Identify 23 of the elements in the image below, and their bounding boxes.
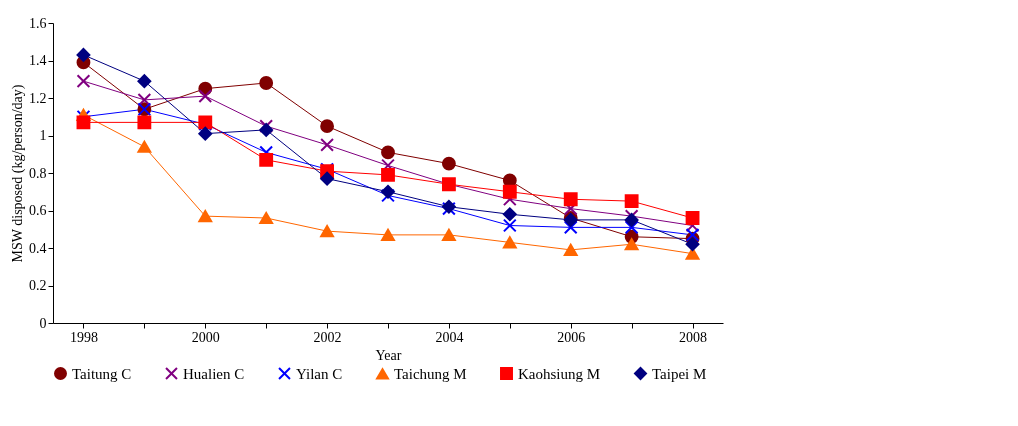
legend-label: Taichung M bbox=[394, 365, 467, 382]
x-tick-label: 1998 bbox=[69, 329, 98, 345]
y-tick-label: 0.2 bbox=[29, 278, 47, 293]
y-tick-label: 1.4 bbox=[29, 53, 47, 68]
x-tick-label: 2006 bbox=[557, 329, 586, 345]
x-tick-label: 2008 bbox=[679, 329, 708, 345]
y-tick-label: 0 bbox=[39, 315, 47, 331]
y-axis-title: MSW disposed (kg/person/day) bbox=[10, 84, 26, 263]
y-tick-label: 0.4 bbox=[29, 240, 47, 256]
x-tick-label: 2000 bbox=[191, 329, 220, 345]
y-tick-label: 1 bbox=[39, 128, 47, 143]
x-axis-title: Year bbox=[375, 347, 402, 363]
y-tick-label: 0.8 bbox=[29, 165, 47, 181]
y-tick-label: 1.6 bbox=[29, 15, 47, 31]
legend-label: Hualien C bbox=[183, 365, 245, 382]
legend-label: Yilan C bbox=[296, 365, 343, 382]
legend-label: Taitung C bbox=[72, 365, 132, 382]
x-tick-label: 2004 bbox=[435, 329, 464, 345]
x-tick-label: 2002 bbox=[313, 329, 342, 345]
legend-label: Taipei M bbox=[652, 365, 707, 382]
y-tick-label: 1.2 bbox=[29, 90, 47, 106]
legend-label: Kaohsiung M bbox=[518, 365, 601, 382]
y-tick-label: 0.6 bbox=[29, 203, 47, 218]
